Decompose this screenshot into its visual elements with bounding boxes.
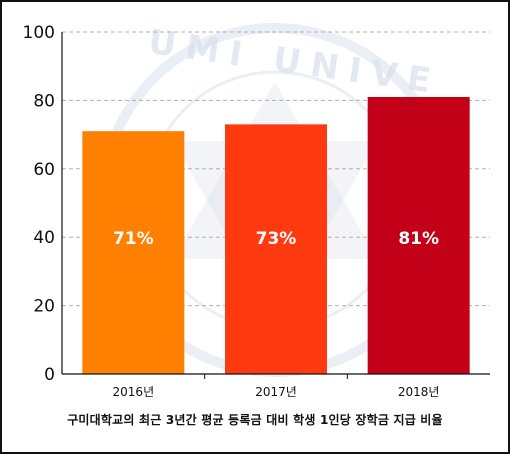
bar-2016년: [82, 131, 185, 374]
bar-2018년: [367, 96, 470, 374]
y-tick-label: 40: [33, 228, 55, 248]
x-tick-label: 2017년: [255, 385, 297, 399]
y-tick-label: 80: [33, 91, 55, 111]
data-labels: 71% 73% 81%: [113, 229, 439, 249]
axes: [61, 32, 490, 379]
seal-text: UMI UNIVE: [146, 22, 443, 103]
bar-2017년: [225, 124, 327, 374]
data-label: 81%: [398, 229, 439, 249]
y-tick-label: 100: [23, 23, 55, 43]
data-label: 73%: [256, 229, 297, 249]
x-tick-label: 2018년: [398, 385, 440, 399]
y-tick-label: 60: [33, 160, 55, 180]
y-tick-label: 0: [44, 365, 55, 385]
bars: [82, 96, 470, 374]
x-tick-labels: 2016년 2017년 2018년: [113, 385, 440, 399]
chart-caption: 구미대학교의 최근 3년간 평균 등록금 대비 학생 1인당 장학금 지급 비율: [67, 413, 443, 427]
y-tick-label: 20: [33, 297, 55, 317]
y-tick-labels: 0 20 40 60 80 100: [23, 23, 55, 385]
data-label: 71%: [113, 229, 154, 249]
x-tick-label: 2016년: [113, 385, 155, 399]
